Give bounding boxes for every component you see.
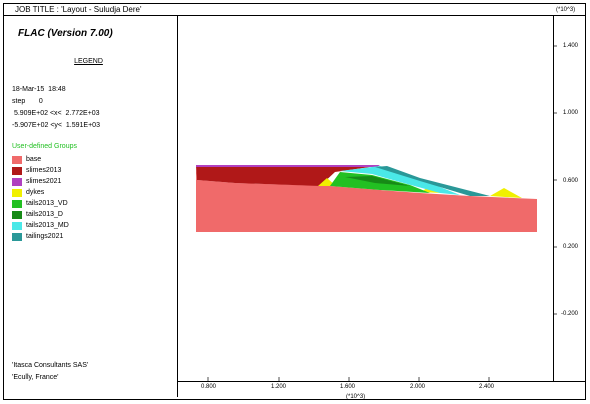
legend-group-item: tails2013_D	[12, 209, 63, 220]
footer-company: 'Itasca Consultants SAS'	[12, 362, 89, 369]
legend-x-range: 5.909E+02 <x< 2.772E+03	[12, 110, 100, 117]
legend-swatch	[12, 166, 22, 175]
software-version: FLAC (Version 7.00)	[18, 28, 113, 39]
legend-group-label: tails2013_D	[26, 211, 63, 218]
legend-swatch	[12, 155, 22, 164]
legend-group-label: slimes2021	[26, 178, 62, 185]
legend-group-item: tailings2021	[12, 231, 63, 242]
footer-location: 'Ecully, France'	[12, 374, 59, 381]
legend-group-item: base	[12, 154, 41, 165]
legend-date: 18-Mar-15 18:48	[12, 86, 66, 93]
legend-group-label: dykes	[26, 189, 45, 196]
legend-group-label: slimes2013	[26, 167, 62, 174]
tails2013-md-region	[340, 166, 460, 195]
legend-swatch	[12, 221, 22, 230]
dyke-region	[490, 188, 522, 198]
legend-group-label: base	[26, 156, 42, 163]
job-title: JOB TITLE : 'Layout - Suludja Dere'	[15, 5, 142, 14]
y-axis-line	[553, 15, 554, 381]
x-tick-label: 1.600	[340, 384, 356, 390]
legend-swatch	[12, 210, 22, 219]
legend-group-label: tails2013_VD	[26, 200, 68, 207]
plot-frame	[3, 3, 586, 400]
legend-swatch	[12, 188, 22, 197]
legend-group-item: slimes2013	[12, 165, 61, 176]
y-unit-label: (*10^3)	[556, 7, 576, 13]
legend-group-item: tails2013_MD	[12, 220, 69, 231]
legend-group-item: dykes	[12, 187, 44, 198]
x-tick-label: 0.800	[201, 384, 217, 390]
x-tick-label: 1.200	[271, 384, 287, 390]
legend-divider	[177, 15, 178, 397]
groups-title: User-defined Groups	[12, 143, 77, 150]
base-region	[196, 167, 537, 232]
slimes2013-region	[196, 166, 377, 186]
legend-group-label: tails2013_MD	[26, 222, 69, 229]
x-unit-label: (*10^3)	[346, 394, 366, 400]
x-tick-label: 2.400	[479, 384, 495, 390]
header-divider	[3, 15, 586, 16]
x-tick-label: 2.000	[410, 384, 426, 390]
y-tick-label: 1.000	[563, 110, 579, 116]
legend-group-item: slimes2021	[12, 176, 61, 187]
tails2013-d-region	[345, 176, 410, 186]
legend-title: LEGEND	[74, 58, 103, 65]
slimes2021-region	[196, 165, 380, 167]
legend-group-item: tails2013_VD	[12, 198, 68, 209]
legend-y-range: -5.907E+02 <y< 1.591E+03	[12, 122, 100, 129]
legend-step: step 0	[12, 98, 43, 105]
x-axis-line	[177, 381, 586, 382]
legend-swatch	[12, 177, 22, 186]
y-tick-label: 0.600	[563, 178, 579, 184]
tailings2021-region	[375, 166, 490, 196]
legend-swatch	[12, 199, 22, 208]
y-tick-label: 1.400	[563, 43, 579, 49]
y-tick-label: 0.200	[563, 244, 579, 250]
legend-swatch	[12, 232, 22, 241]
y-tick-label: -0.200	[561, 311, 579, 317]
legend-group-label: tailings2021	[26, 233, 64, 240]
